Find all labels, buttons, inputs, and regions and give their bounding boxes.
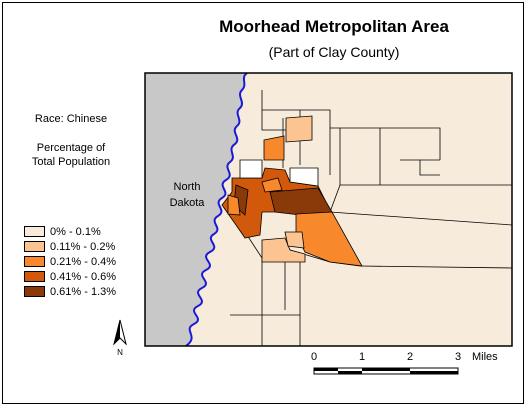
legend-swatch	[24, 256, 45, 267]
scale-tick-label: 0	[311, 351, 317, 363]
legend-item: 0.61% - 1.3%	[24, 284, 116, 299]
scale-tick-label: 1	[359, 351, 365, 363]
north-dakota-label-line1: North	[174, 181, 201, 193]
legend: 0% - 0.1% 0.11% - 0.2% 0.21% - 0.4% 0.41…	[24, 224, 116, 299]
legend-item: 0.11% - 0.2%	[24, 239, 116, 254]
tract-shaded	[239, 159, 263, 179]
legend-swatch	[24, 271, 45, 282]
tract-shaded	[261, 237, 306, 263]
map-border	[144, 72, 513, 347]
scale-unit-label: Miles	[472, 351, 498, 363]
tract-shaded	[263, 135, 285, 161]
legend-swatch	[24, 241, 45, 252]
scale-tick-label: 3	[455, 351, 461, 363]
legend-swatch	[24, 226, 45, 237]
legend-item-label: 0.41% - 0.6%	[50, 270, 117, 283]
north-arrow-icon: N	[113, 319, 127, 357]
legend-item-label: 0% - 0.1%	[50, 225, 101, 238]
legend-swatch	[24, 286, 45, 297]
legend-item: 0.41% - 0.6%	[24, 269, 116, 284]
measure-label-line1: Percentage of	[36, 142, 106, 154]
map-subtitle: (Part of Clay County)	[268, 44, 400, 60]
red-river	[185, 73, 248, 346]
tract-shaded	[289, 167, 319, 187]
legend-item: 0.21% - 0.4%	[24, 254, 116, 269]
measure-label-line2: Total Population	[31, 156, 111, 168]
legend-item-label: 0.61% - 1.3%	[50, 285, 117, 298]
tract-shaded	[261, 177, 283, 193]
legend-item-label: 0.11% - 0.2%	[50, 240, 116, 253]
scale-bar: 0 1 2 3 Miles	[311, 351, 498, 375]
map-title: Moorhead Metropolitan Area	[219, 17, 449, 36]
legend-item: 0% - 0.1%	[24, 224, 116, 239]
tract-shaded	[227, 194, 241, 216]
tract-shaded	[284, 231, 305, 249]
tract-shaded	[285, 115, 313, 143]
north-dakota-area	[145, 73, 247, 346]
map-frame	[2, 2, 524, 404]
north-label: N	[117, 348, 123, 357]
north-dakota-label-line2: Dakota	[170, 197, 206, 209]
scale-tick-label: 2	[407, 351, 413, 363]
race-label: Race: Chinese	[34, 113, 108, 125]
legend-item-label: 0.21% - 0.4%	[50, 255, 117, 268]
